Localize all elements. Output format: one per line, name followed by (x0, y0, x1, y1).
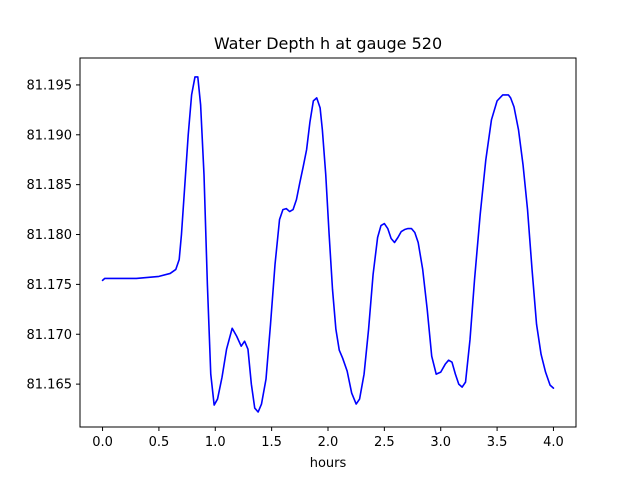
y-axis: 81.165 81.170 81.175 81.180 81.185 81.190 81.1… (27, 78, 80, 393)
chart-title: Water Depth h at gauge 520 (214, 34, 442, 53)
series-line-0 (101, 76, 555, 413)
plot-lines (101, 76, 555, 413)
y-tick-label: 81.170 (27, 328, 73, 343)
y-tick-label: 81.175 (27, 278, 73, 293)
x-tick-label: 0.0 (92, 435, 113, 450)
y-tick-label: 81.165 (27, 378, 73, 393)
x-tick-label: 1.5 (261, 435, 282, 450)
x-tick-label: 1.0 (205, 435, 226, 450)
y-tick-label: 81.190 (27, 128, 73, 143)
x-tick-label: 4.0 (543, 435, 564, 450)
y-tick-label: 81.180 (27, 228, 73, 243)
x-tick-label: 3.0 (430, 435, 451, 450)
x-tick-label: 2.0 (318, 435, 339, 450)
x-tick-label: 2.5 (374, 435, 395, 450)
y-tick-label: 81.185 (27, 178, 73, 193)
x-axis: 0.0 0.5 1.0 1.5 2.0 2.5 3.0 3.5 4.0 (92, 427, 564, 450)
x-tick-label: 3.5 (487, 435, 508, 450)
x-tick-label: 0.5 (149, 435, 170, 450)
x-axis-label: hours (310, 456, 347, 471)
y-tick-label: 81.195 (27, 78, 73, 93)
